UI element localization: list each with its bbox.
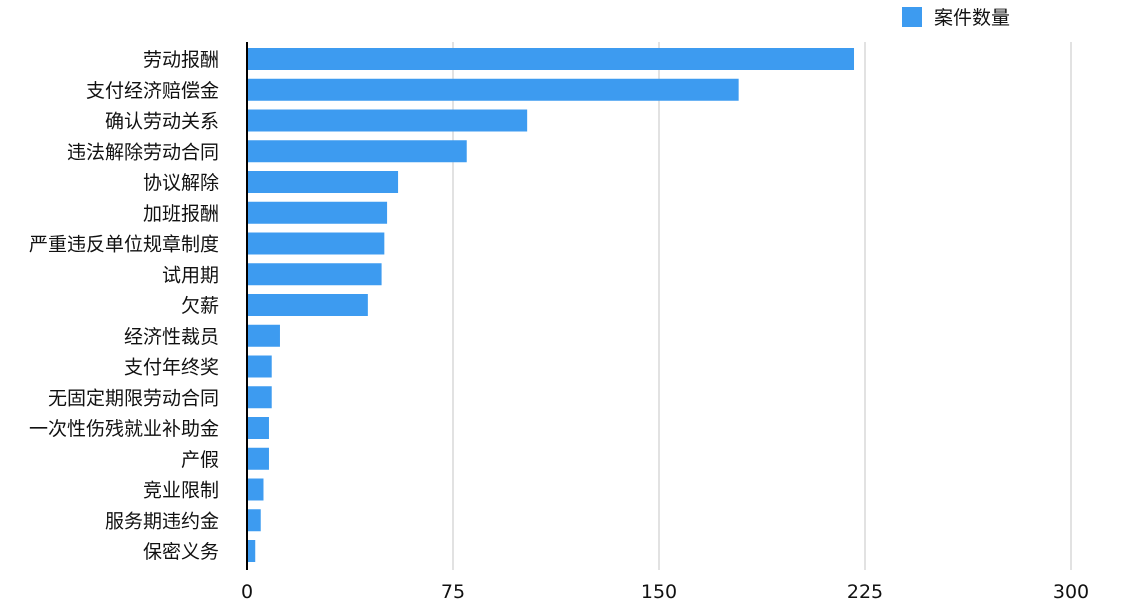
bar — [247, 447, 269, 470]
category-label: 试用期 — [162, 264, 219, 286]
bar — [247, 201, 388, 224]
category-label: 支付经济赔偿金 — [86, 80, 219, 102]
category-label: 劳动报酬 — [143, 49, 219, 71]
bar — [247, 263, 382, 286]
bar — [247, 478, 264, 501]
bar — [247, 386, 272, 409]
legend-label: 案件数量 — [934, 7, 1010, 29]
category-labels: 劳动报酬支付经济赔偿金确认劳动关系违法解除劳动合同协议解除加班报酬严重违反单位规… — [29, 49, 219, 563]
x-axis-ticks: 0 75 150 225 300 — [241, 581, 1089, 603]
category-label: 严重违反单位规章制度 — [29, 234, 219, 256]
category-label: 服务期违约金 — [105, 510, 219, 532]
bar — [247, 109, 528, 132]
bar — [247, 78, 739, 101]
bar — [247, 171, 399, 193]
grid-lines — [452, 42, 1072, 570]
category-label: 产假 — [181, 449, 219, 471]
bar — [247, 48, 855, 70]
category-label: 一次性伤残就业补助金 — [29, 418, 219, 440]
category-label: 竞业限制 — [143, 480, 219, 502]
x-tick-label: 150 — [641, 581, 677, 603]
category-label: 保密义务 — [143, 541, 219, 563]
x-tick-label: 225 — [847, 581, 883, 603]
bars — [247, 48, 855, 562]
x-tick-label: 75 — [441, 581, 465, 603]
bar — [247, 355, 272, 378]
category-label: 无固定期限劳动合同 — [48, 387, 219, 409]
legend-swatch — [902, 7, 922, 27]
category-label: 支付年终奖 — [124, 357, 219, 379]
bar — [247, 324, 280, 347]
category-label: 协议解除 — [143, 172, 219, 194]
bar — [247, 140, 467, 163]
category-label: 欠薪 — [181, 295, 219, 317]
bar — [247, 232, 385, 255]
x-tick-label: 0 — [241, 581, 253, 603]
x-tick-label: 300 — [1053, 581, 1089, 603]
category-label: 确认劳动关系 — [105, 111, 219, 133]
bar — [247, 540, 256, 562]
legend: 案件数量 — [902, 7, 1010, 29]
category-label: 违法解除劳动合同 — [67, 141, 219, 163]
bar — [247, 417, 269, 439]
bar — [247, 509, 261, 532]
category-label: 加班报酬 — [143, 203, 219, 225]
category-label: 经济性裁员 — [124, 326, 219, 348]
bar — [247, 294, 368, 316]
